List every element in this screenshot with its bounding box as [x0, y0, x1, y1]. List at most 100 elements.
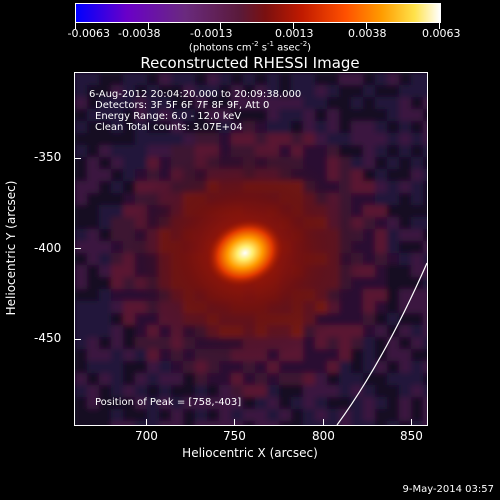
- y-tick-mark: [75, 248, 81, 249]
- flux-pixel: [375, 229, 387, 241]
- flux-pixel: [171, 421, 183, 425]
- flux-pixel: [219, 373, 231, 385]
- flux-pixel: [111, 265, 123, 277]
- flux-pixel: [351, 73, 363, 85]
- flux-pixel: [411, 73, 423, 85]
- flux-pixel: [411, 349, 423, 361]
- flux-pixel: [387, 85, 399, 97]
- flux-pixel: [243, 373, 255, 385]
- flux-pixel: [123, 361, 135, 373]
- flux-pixel: [339, 133, 351, 145]
- flux-pixel: [75, 397, 87, 409]
- flux-pixel: [363, 133, 375, 145]
- flux-pixel: [243, 385, 255, 397]
- flux-pixel: [183, 385, 195, 397]
- flux-pixel: [363, 409, 375, 421]
- flux-pixel: [351, 409, 363, 421]
- flux-pixel: [423, 73, 427, 85]
- flux-pixel: [351, 421, 363, 425]
- flux-pixel: [75, 181, 87, 193]
- x-tick-label: 750: [223, 429, 246, 443]
- flux-pixel: [159, 157, 171, 169]
- flux-pixel: [171, 133, 183, 145]
- flux-pixel: [87, 157, 99, 169]
- flux-pixel: [399, 193, 411, 205]
- flux-pixel: [87, 181, 99, 193]
- flux-pixel: [339, 337, 351, 349]
- flux-pixel: [75, 361, 87, 373]
- flux-pixel: [255, 409, 267, 421]
- flux-pixel: [147, 385, 159, 397]
- flux-pixel: [111, 253, 123, 265]
- flux-pixel: [219, 421, 231, 425]
- flux-pixel: [87, 265, 99, 277]
- y-tick-label: -400: [34, 241, 61, 255]
- flux-pixel: [99, 193, 111, 205]
- flux-pixel: [75, 385, 87, 397]
- flux-pixel: [399, 181, 411, 193]
- flux-pixel: [87, 169, 99, 181]
- flux-pixel: [363, 169, 375, 181]
- flux-pixel: [327, 337, 339, 349]
- flux-pixel: [123, 301, 135, 313]
- flux-pixel: [411, 277, 423, 289]
- flux-pixel: [87, 373, 99, 385]
- flux-pixel: [255, 361, 267, 373]
- flux-pixel: [411, 397, 423, 409]
- flux-pixel: [327, 373, 339, 385]
- flux-pixel: [327, 361, 339, 373]
- flux-pixel: [279, 121, 291, 133]
- flux-pixel: [99, 205, 111, 217]
- flux-pixel: [267, 385, 279, 397]
- flux-pixel: [75, 85, 87, 97]
- flux-pixel: [243, 73, 255, 85]
- flux-pixel: [375, 121, 387, 133]
- flux-pixel: [423, 313, 427, 325]
- flux-pixel: [111, 241, 123, 253]
- x-tick-mark: [323, 419, 324, 425]
- flux-pixel: [111, 157, 123, 169]
- flux-pixel: [87, 133, 99, 145]
- flux-pixel: [399, 169, 411, 181]
- flux-pixel: [75, 265, 87, 277]
- flux-pixel: [399, 109, 411, 121]
- flux-pixel: [279, 373, 291, 385]
- flux-pixel: [87, 289, 99, 301]
- flux-pixel: [363, 121, 375, 133]
- flux-pixel: [255, 73, 267, 85]
- flux-pixel: [123, 409, 135, 421]
- flux-pixel: [99, 337, 111, 349]
- flux-pixel: [231, 385, 243, 397]
- flux-pixel: [75, 253, 87, 265]
- flux-pixel: [351, 361, 363, 373]
- flux-pixel: [75, 277, 87, 289]
- flux-pixel: [363, 361, 375, 373]
- flux-pixel: [363, 73, 375, 85]
- flux-pixel: [363, 265, 375, 277]
- flux-pixel: [159, 145, 171, 157]
- flux-pixel: [423, 337, 427, 349]
- flux-pixel: [75, 133, 87, 145]
- flux-pixel: [123, 193, 135, 205]
- flux-pixel: [351, 325, 363, 337]
- x-tick-mark: [146, 419, 147, 425]
- flux-pixel: [411, 157, 423, 169]
- flux-pixel: [339, 73, 351, 85]
- flux-pixel: [423, 289, 427, 301]
- flux-pixel: [123, 325, 135, 337]
- flux-pixel: [135, 325, 147, 337]
- flux-pixel: [375, 85, 387, 97]
- flux-pixel: [339, 109, 351, 121]
- flux-pixel: [387, 97, 399, 109]
- flux-pixel: [111, 373, 123, 385]
- flux-pixel: [159, 337, 171, 349]
- flux-pixel: [171, 145, 183, 157]
- flux-pixel: [303, 349, 315, 361]
- colorbar-tick-label: -0.0013: [190, 27, 232, 40]
- flux-pixel: [411, 325, 423, 337]
- flux-pixel: [399, 73, 411, 85]
- colorbar-tick-label: 0.0013: [275, 27, 314, 40]
- flux-pixel: [303, 97, 315, 109]
- colorbar-units: (photons cm-2 s-1 asec-2): [0, 40, 500, 53]
- flux-pixel: [207, 133, 219, 145]
